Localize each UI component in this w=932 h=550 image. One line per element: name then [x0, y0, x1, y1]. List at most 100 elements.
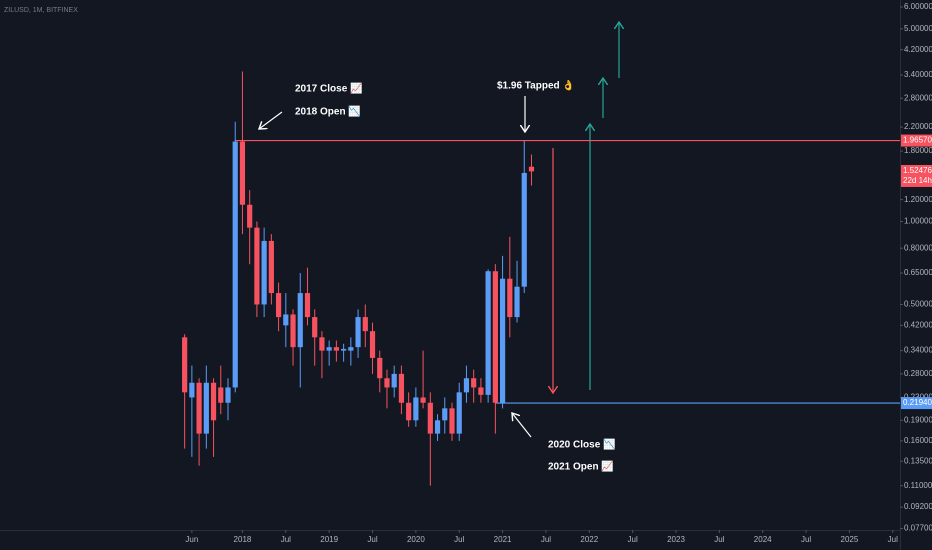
annotation: 2018 Open 📉: [295, 105, 361, 118]
candle-body: [507, 278, 513, 318]
x-tick-label: Jul: [281, 535, 291, 544]
candle-body: [196, 382, 202, 434]
x-tick-label: Jul: [628, 535, 638, 544]
candle-body: [413, 397, 419, 421]
x-tick-label: 2020: [407, 535, 425, 544]
y-tick-label: 0.34000: [904, 346, 932, 355]
y-tick-label: 1.20000: [904, 195, 932, 204]
annotation: 2021 Open 📈: [548, 460, 614, 473]
y-tick-label: 0.07700: [904, 524, 932, 533]
y-tick-label: 6.00000: [904, 2, 932, 11]
candle-body: [218, 387, 224, 403]
x-tick-label: Jul: [541, 535, 551, 544]
y-tick-label: 1.80000: [904, 146, 932, 155]
candle-body: [406, 402, 412, 421]
y-tick-label: 0.65000: [904, 268, 932, 277]
candle-body: [492, 271, 498, 403]
candle-body: [528, 166, 535, 172]
price-badge: [901, 397, 932, 410]
annotation: $1.96 Tapped 👌: [497, 80, 575, 92]
x-tick-label: Jul: [801, 535, 811, 544]
candle-body: [210, 382, 217, 421]
candle-body: [348, 347, 354, 351]
candle-body: [355, 317, 361, 348]
y-tick-label: 0.23000: [904, 393, 932, 402]
candle-body: [384, 378, 390, 388]
y-tick-label: 0.13500: [904, 456, 932, 465]
candle-body: [391, 373, 397, 388]
candle-body: [369, 331, 376, 358]
y-tick-label: 0.42000: [904, 320, 932, 329]
arrow: [512, 413, 532, 438]
y-tick-label: 0.28000: [904, 369, 932, 378]
candle-body: [297, 293, 303, 348]
x-tick-label: 2022: [580, 535, 598, 544]
price-badge-label: 1.96570: [903, 136, 932, 145]
x-tick-label: 2019: [320, 535, 338, 544]
candle-body: [232, 141, 238, 388]
candle-body: [290, 314, 296, 348]
candle-body: [434, 420, 441, 434]
candle-body: [449, 408, 455, 434]
x-tick-label: Jul: [714, 535, 724, 544]
y-tick-label: 5.00000: [904, 24, 932, 33]
candle-body: [203, 382, 209, 434]
candle-body: [377, 357, 383, 379]
y-tick-label: 0.11000: [904, 481, 932, 490]
x-tick-label: Jul: [454, 535, 464, 544]
x-tick-label: Jul: [367, 535, 377, 544]
candle-body: [442, 408, 448, 421]
candle-body: [225, 387, 231, 403]
candle-body: [189, 382, 195, 398]
annotation: 2020 Close 📉: [548, 438, 616, 451]
countdown-label: 22d 14h: [903, 176, 932, 185]
x-tick-label: 2021: [494, 535, 512, 544]
y-tick-label: 3.40000: [904, 70, 932, 79]
candle-body: [420, 397, 426, 403]
x-tick-label: 2018: [234, 535, 252, 544]
candle-body: [362, 317, 368, 332]
chart-title: ZILUSD, 1M, BITFINEX: [4, 7, 78, 14]
candle-body: [319, 337, 325, 351]
last-price-label: 1.52476: [903, 166, 932, 175]
candle-body: [485, 271, 491, 395]
last-price-badge: [901, 164, 932, 187]
y-tick-label: 0.80000: [904, 243, 932, 252]
candle-body: [521, 172, 527, 287]
candle-body: [499, 278, 506, 403]
y-tick-label: 0.50000: [904, 300, 932, 309]
candle-body: [456, 392, 462, 434]
candle-body: [333, 347, 339, 351]
candle-body: [247, 204, 253, 228]
candle-body: [304, 293, 311, 318]
arrows: [259, 22, 619, 438]
y-tick-label: 1.00000: [904, 217, 932, 226]
y-tick-label: 0.09200: [904, 502, 932, 511]
x-tick-label: Jun: [185, 535, 198, 544]
candle-body: [182, 337, 188, 393]
x-tick-label: Jul: [888, 535, 898, 544]
candle-body: [341, 348, 347, 351]
y-tick-label: 4.20000: [904, 45, 932, 54]
x-tick-label: 2023: [667, 535, 685, 544]
candle-body: [514, 286, 520, 318]
candle-body: [268, 240, 274, 294]
candle-body: [254, 227, 260, 305]
candle-body: [463, 378, 470, 393]
annotation: 2017 Close 📈: [295, 82, 363, 95]
candle-body: [261, 240, 267, 305]
candle-body: [283, 314, 289, 326]
candle-body: [478, 387, 484, 395]
candle-body: [471, 378, 477, 388]
y-tick-label: 2.80000: [904, 93, 932, 102]
x-tick-label: 2024: [754, 535, 772, 544]
price-badge: [901, 134, 932, 147]
candle-body: [398, 373, 405, 403]
price-badge-label: 0.21940: [903, 398, 932, 407]
candle-body: [427, 402, 433, 434]
y-tick-label: 0.16000: [904, 436, 932, 445]
candle-body: [275, 293, 282, 318]
candle-body: [326, 347, 332, 351]
